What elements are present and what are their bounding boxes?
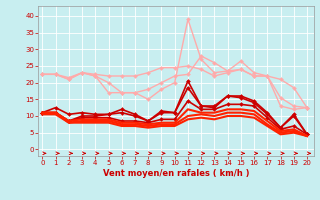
X-axis label: Vent moyen/en rafales ( km/h ): Vent moyen/en rafales ( km/h ) xyxy=(103,169,249,178)
